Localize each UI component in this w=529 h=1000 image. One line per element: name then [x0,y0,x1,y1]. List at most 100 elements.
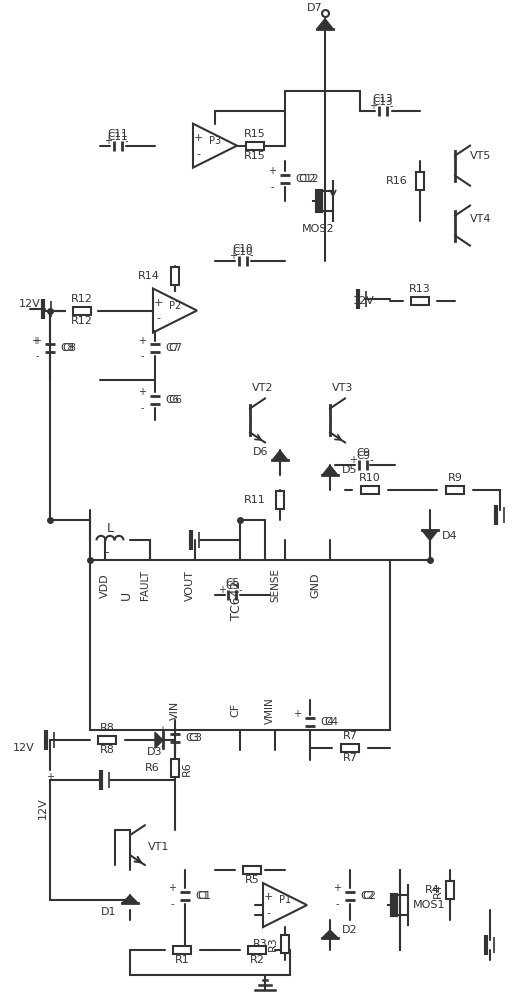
Text: -: - [389,101,393,111]
Text: R12: R12 [71,316,93,326]
Text: C9: C9 [356,451,370,461]
Text: R1: R1 [175,955,189,965]
Text: VDD: VDD [100,573,110,598]
Text: C4: C4 [324,717,338,727]
Text: C11: C11 [108,132,129,142]
Text: GND: GND [310,573,320,598]
Text: R3: R3 [268,937,278,951]
Text: R2: R2 [250,955,264,965]
Polygon shape [155,732,163,748]
Polygon shape [422,530,438,540]
Bar [73,307,91,315]
Text: -: - [238,585,242,595]
Bar [98,736,116,744]
Text: C12: C12 [295,174,316,184]
Text: +: + [158,725,166,735]
Text: -: - [140,351,144,361]
Bar [411,297,429,305]
Text: +: + [104,136,112,146]
Text: +: + [138,387,146,397]
Text: +: + [229,251,237,261]
Polygon shape [272,450,288,460]
Text: D3: D3 [147,747,163,757]
Text: U: U [120,591,133,600]
Text: P2: P2 [169,301,181,311]
Text: R4: R4 [425,885,440,895]
Bar [243,866,261,874]
Text: -: - [156,314,160,324]
Text: +: + [268,166,276,176]
Text: -: - [35,351,39,361]
Text: VOUT: VOUT [185,570,195,601]
Text: C13: C13 [373,94,394,104]
Text: C3: C3 [188,733,202,743]
Text: -: - [140,403,144,413]
Text: P1: P1 [279,895,291,905]
Bar [248,946,266,954]
Text: CF: CF [230,703,240,717]
Text: R15: R15 [244,151,266,161]
Text: D5: D5 [342,465,358,475]
Text: 12V: 12V [19,299,41,309]
Bar [276,491,284,509]
Text: R12: R12 [71,294,93,304]
Text: C10: C10 [233,244,253,254]
Text: FAULT: FAULT [140,570,150,600]
Text: MOS1: MOS1 [413,900,445,910]
Text: R11: R11 [244,495,266,505]
Text: -: - [160,741,164,751]
Text: 12V: 12V [353,296,375,306]
Text: D6: D6 [252,447,268,457]
Text: TC642: TC642 [230,581,243,620]
Text: +: + [218,585,226,595]
Text: -: - [270,182,273,192]
Text: L: L [106,522,114,535]
Bar [246,142,264,150]
Text: R16: R16 [386,176,408,186]
Text: P3: P3 [209,136,221,146]
Text: SENSE: SENSE [270,568,280,602]
Text: -: - [124,136,127,146]
Text: R7: R7 [343,753,358,763]
Text: +: + [33,336,41,346]
Text: VT1: VT1 [148,842,169,852]
Text: D1: D1 [101,907,116,917]
Text: C11: C11 [108,129,129,139]
Text: -: - [266,908,270,918]
Text: C7: C7 [165,343,179,353]
Text: R3: R3 [253,939,268,949]
Text: C10: C10 [233,247,253,257]
Text: R9: R9 [448,473,462,483]
Text: 12V: 12V [38,797,48,819]
Text: C6: C6 [165,395,179,405]
Text: MOS2: MOS2 [302,224,334,234]
Text: C3: C3 [185,733,199,743]
Polygon shape [322,930,338,938]
Bar [171,759,179,777]
Bar [171,267,179,285]
Text: C1: C1 [197,891,211,901]
Bar [173,946,191,954]
Bar [446,486,464,494]
Bar [341,744,359,752]
Text: C1: C1 [195,891,209,901]
Text: C2: C2 [360,891,374,901]
Text: VT2: VT2 [252,383,273,393]
Text: -: - [249,251,253,261]
Text: +: + [138,336,146,346]
Text: R15: R15 [244,129,266,139]
Text: 12V: 12V [13,743,35,753]
Text: +: + [369,101,377,111]
Text: VT5: VT5 [470,151,491,161]
Bar [446,881,454,899]
Text: +: + [293,709,301,719]
Text: C2: C2 [362,891,376,901]
Text: R14: R14 [138,271,160,281]
Text: -: - [196,149,200,159]
Text: VMIN: VMIN [265,697,275,724]
Bar [281,935,289,953]
Text: C8: C8 [62,343,76,353]
Text: R10: R10 [359,473,381,483]
Text: +: + [46,772,54,782]
Text: VIN: VIN [170,701,180,720]
